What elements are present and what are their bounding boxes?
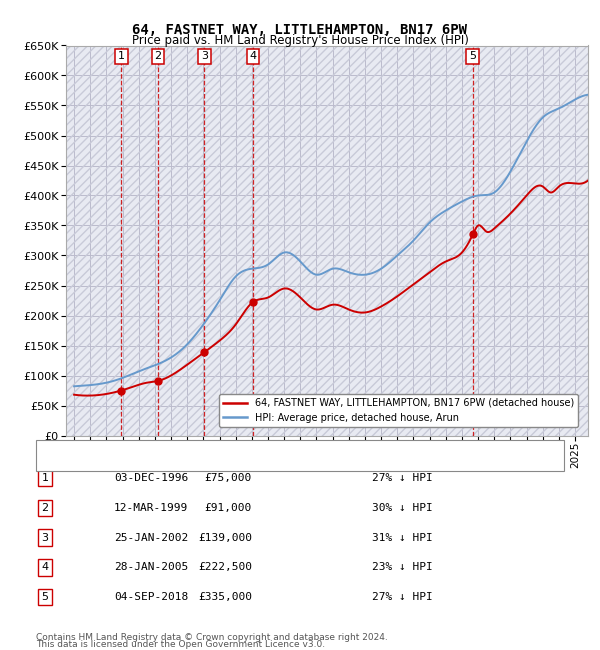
Text: HPI: Average price, detached house, Arun: HPI: Average price, detached house, Arun (78, 458, 296, 469)
Text: 30% ↓ HPI: 30% ↓ HPI (372, 502, 433, 513)
Text: £75,000: £75,000 (205, 473, 252, 483)
Text: Contains HM Land Registry data © Crown copyright and database right 2024.: Contains HM Land Registry data © Crown c… (36, 633, 388, 642)
Text: 03-DEC-1996: 03-DEC-1996 (114, 473, 188, 483)
Text: 1: 1 (118, 51, 125, 61)
Text: Price paid vs. HM Land Registry's House Price Index (HPI): Price paid vs. HM Land Registry's House … (131, 34, 469, 47)
Text: £222,500: £222,500 (198, 562, 252, 573)
Text: 27% ↓ HPI: 27% ↓ HPI (372, 592, 433, 603)
Text: 31% ↓ HPI: 31% ↓ HPI (372, 532, 433, 543)
Legend: 64, FASTNET WAY, LITTLEHAMPTON, BN17 6PW (detached house), HPI: Average price, d: 64, FASTNET WAY, LITTLEHAMPTON, BN17 6PW… (219, 394, 578, 427)
Text: 3: 3 (201, 51, 208, 61)
Text: 1: 1 (41, 473, 49, 483)
Text: 4: 4 (250, 51, 257, 61)
Text: 3: 3 (41, 532, 49, 543)
Text: 23% ↓ HPI: 23% ↓ HPI (372, 562, 433, 573)
Text: 28-JAN-2005: 28-JAN-2005 (114, 562, 188, 573)
Text: 5: 5 (41, 592, 49, 603)
Text: £335,000: £335,000 (198, 592, 252, 603)
Text: £139,000: £139,000 (198, 532, 252, 543)
Text: 64, FASTNET WAY, LITTLEHAMPTON, BN17 6PW: 64, FASTNET WAY, LITTLEHAMPTON, BN17 6PW (133, 23, 467, 37)
Text: 4: 4 (41, 562, 49, 573)
Text: 2: 2 (41, 502, 49, 513)
Text: 64, FASTNET WAY, LITTLEHAMPTON, BN17 6PW (detached house): 64, FASTNET WAY, LITTLEHAMPTON, BN17 6PW… (78, 444, 417, 454)
Text: 04-SEP-2018: 04-SEP-2018 (114, 592, 188, 603)
Text: 2: 2 (155, 51, 161, 61)
Text: £91,000: £91,000 (205, 502, 252, 513)
Text: 27% ↓ HPI: 27% ↓ HPI (372, 473, 433, 483)
Text: 5: 5 (469, 51, 476, 61)
Text: 25-JAN-2002: 25-JAN-2002 (114, 532, 188, 543)
Text: This data is licensed under the Open Government Licence v3.0.: This data is licensed under the Open Gov… (36, 640, 325, 649)
Text: 12-MAR-1999: 12-MAR-1999 (114, 502, 188, 513)
